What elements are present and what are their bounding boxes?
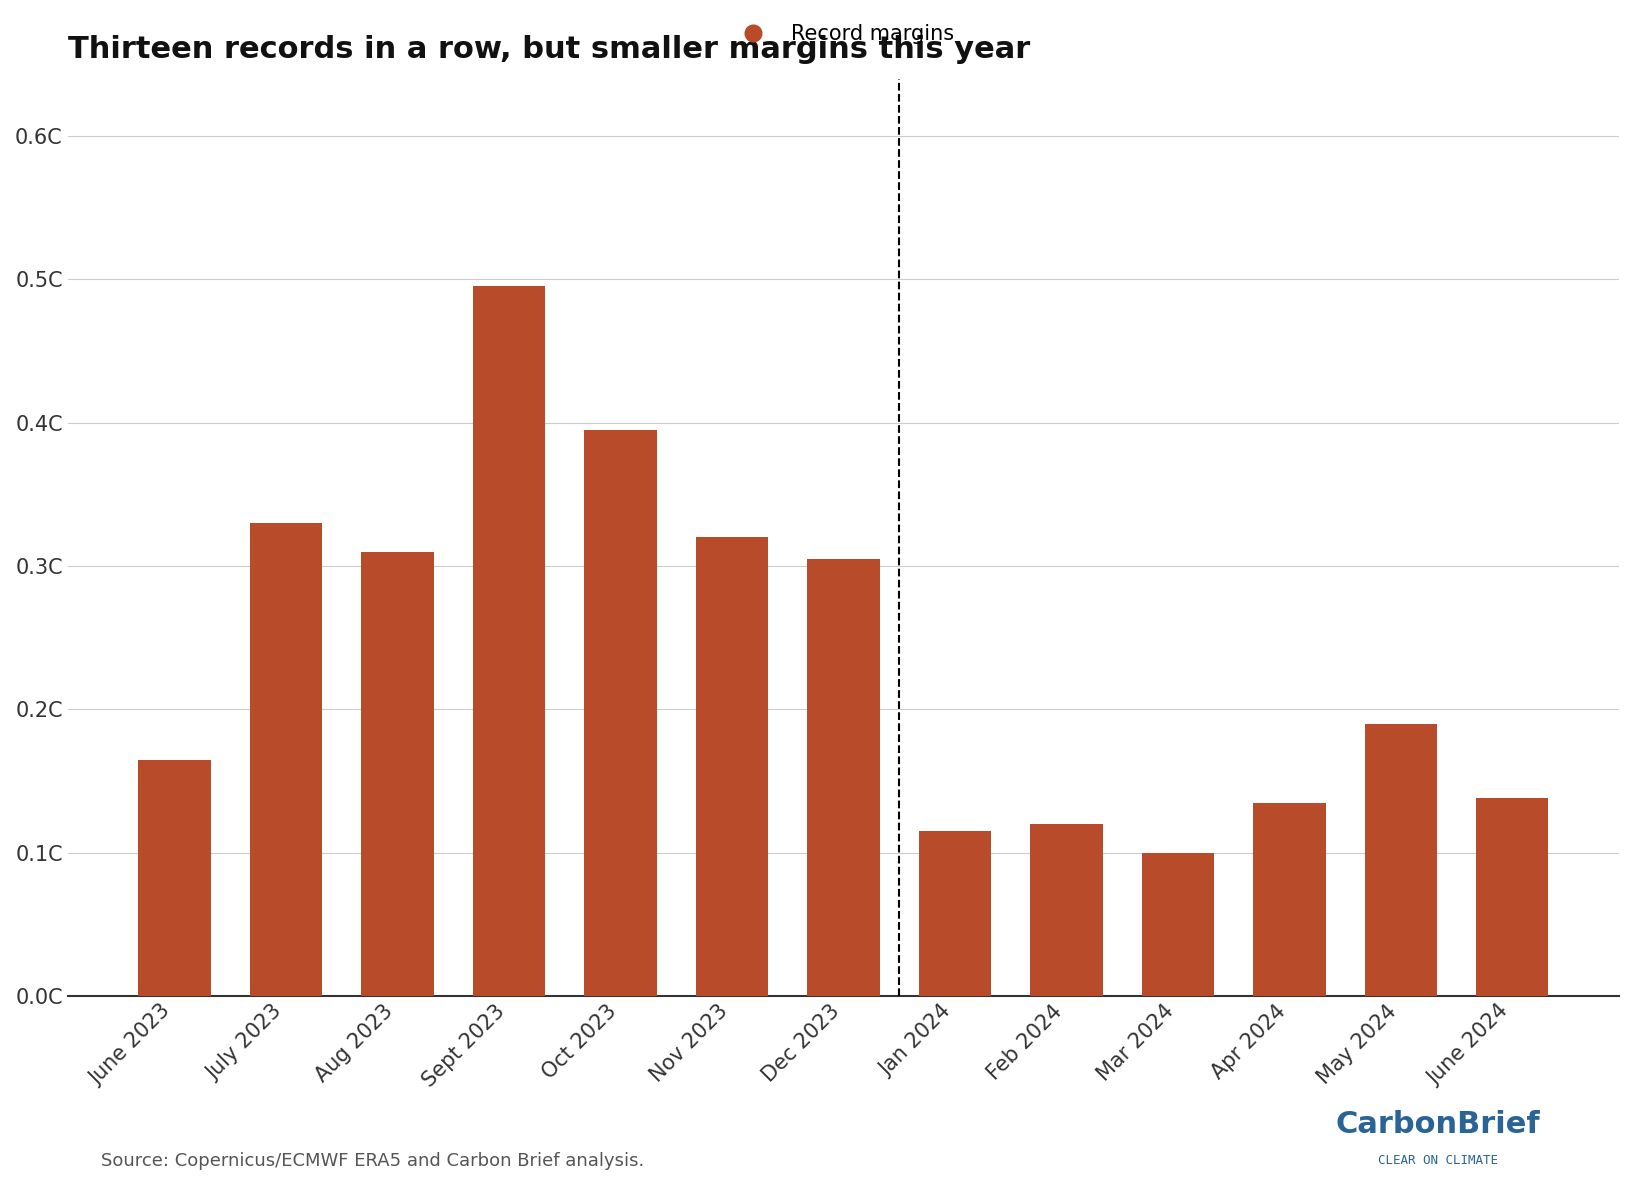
Bar bbox=[250, 523, 322, 996]
Text: Thirteen records in a row, but smaller margins this year: Thirteen records in a row, but smaller m… bbox=[67, 35, 1029, 64]
Text: CLEAR ON CLIMATE: CLEAR ON CLIMATE bbox=[1377, 1154, 1498, 1166]
Bar bbox=[472, 286, 546, 996]
Bar bbox=[1364, 724, 1436, 996]
Bar bbox=[361, 552, 433, 996]
Legend: Record margins: Record margins bbox=[724, 16, 962, 53]
Bar bbox=[1476, 798, 1549, 996]
Bar bbox=[1029, 825, 1103, 996]
Bar bbox=[1142, 852, 1214, 996]
Bar bbox=[696, 537, 768, 996]
Text: CarbonBrief: CarbonBrief bbox=[1335, 1111, 1541, 1139]
Bar bbox=[139, 760, 211, 996]
Bar bbox=[1253, 803, 1325, 996]
Bar bbox=[583, 430, 657, 996]
Text: Source: Copernicus/ECMWF ERA5 and Carbon Brief analysis.: Source: Copernicus/ECMWF ERA5 and Carbon… bbox=[101, 1152, 644, 1170]
Bar bbox=[807, 559, 879, 996]
Bar bbox=[918, 832, 992, 996]
